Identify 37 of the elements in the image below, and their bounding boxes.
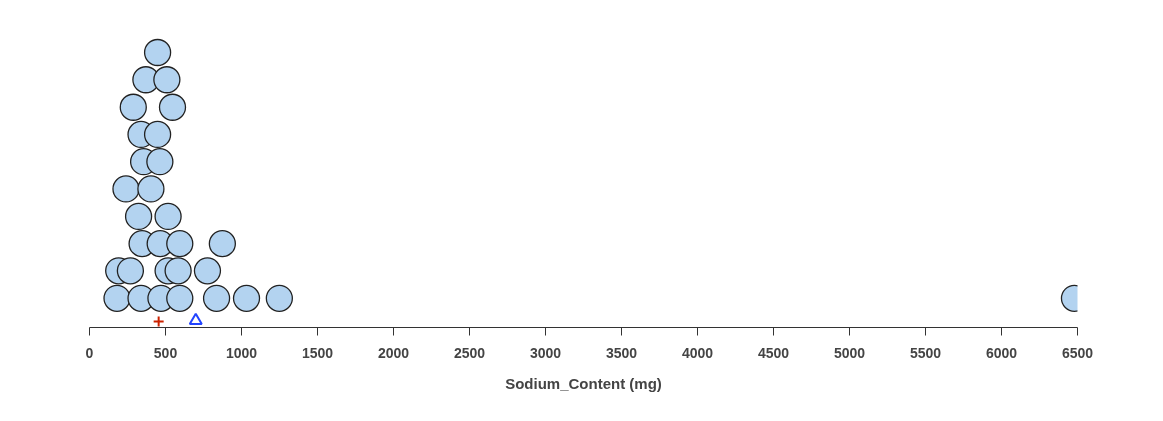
x-tick-label: 3500 (605, 344, 638, 361)
point (153, 66, 181, 94)
x-tick-label: 5000 (833, 344, 866, 361)
point (137, 175, 165, 203)
x-tick-label: 4000 (681, 344, 714, 361)
x-tick-label: 500 (153, 344, 178, 361)
point (166, 284, 194, 312)
point (164, 257, 192, 285)
x-tick-label: 6000 (985, 344, 1018, 361)
x-tick-label: 1500 (301, 344, 334, 361)
x-tick-label: 5500 (909, 344, 942, 361)
x-axis-title: Sodium_Content (mg) (505, 374, 662, 392)
x-tick-label: 4500 (757, 344, 790, 361)
point (202, 284, 231, 312)
point (116, 257, 145, 285)
point (146, 148, 174, 176)
point (143, 120, 172, 149)
point (112, 175, 140, 203)
point (188, 312, 203, 326)
point (166, 230, 194, 258)
x-tick-label: 1000 (225, 344, 258, 361)
point (154, 202, 182, 231)
point (232, 284, 261, 312)
point (265, 284, 293, 312)
point (158, 93, 187, 121)
point (143, 38, 172, 67)
point (119, 93, 147, 121)
point (208, 230, 236, 258)
point (124, 202, 153, 231)
x-tick-label: 6500 (1061, 344, 1094, 361)
x-tick-label: 3000 (529, 344, 562, 361)
x-tick-label: 0 (85, 344, 94, 361)
x-tick-label: 2500 (453, 344, 486, 361)
x-tick-label: 2000 (377, 344, 410, 361)
point (193, 257, 222, 285)
point (152, 315, 165, 328)
point (103, 284, 131, 312)
